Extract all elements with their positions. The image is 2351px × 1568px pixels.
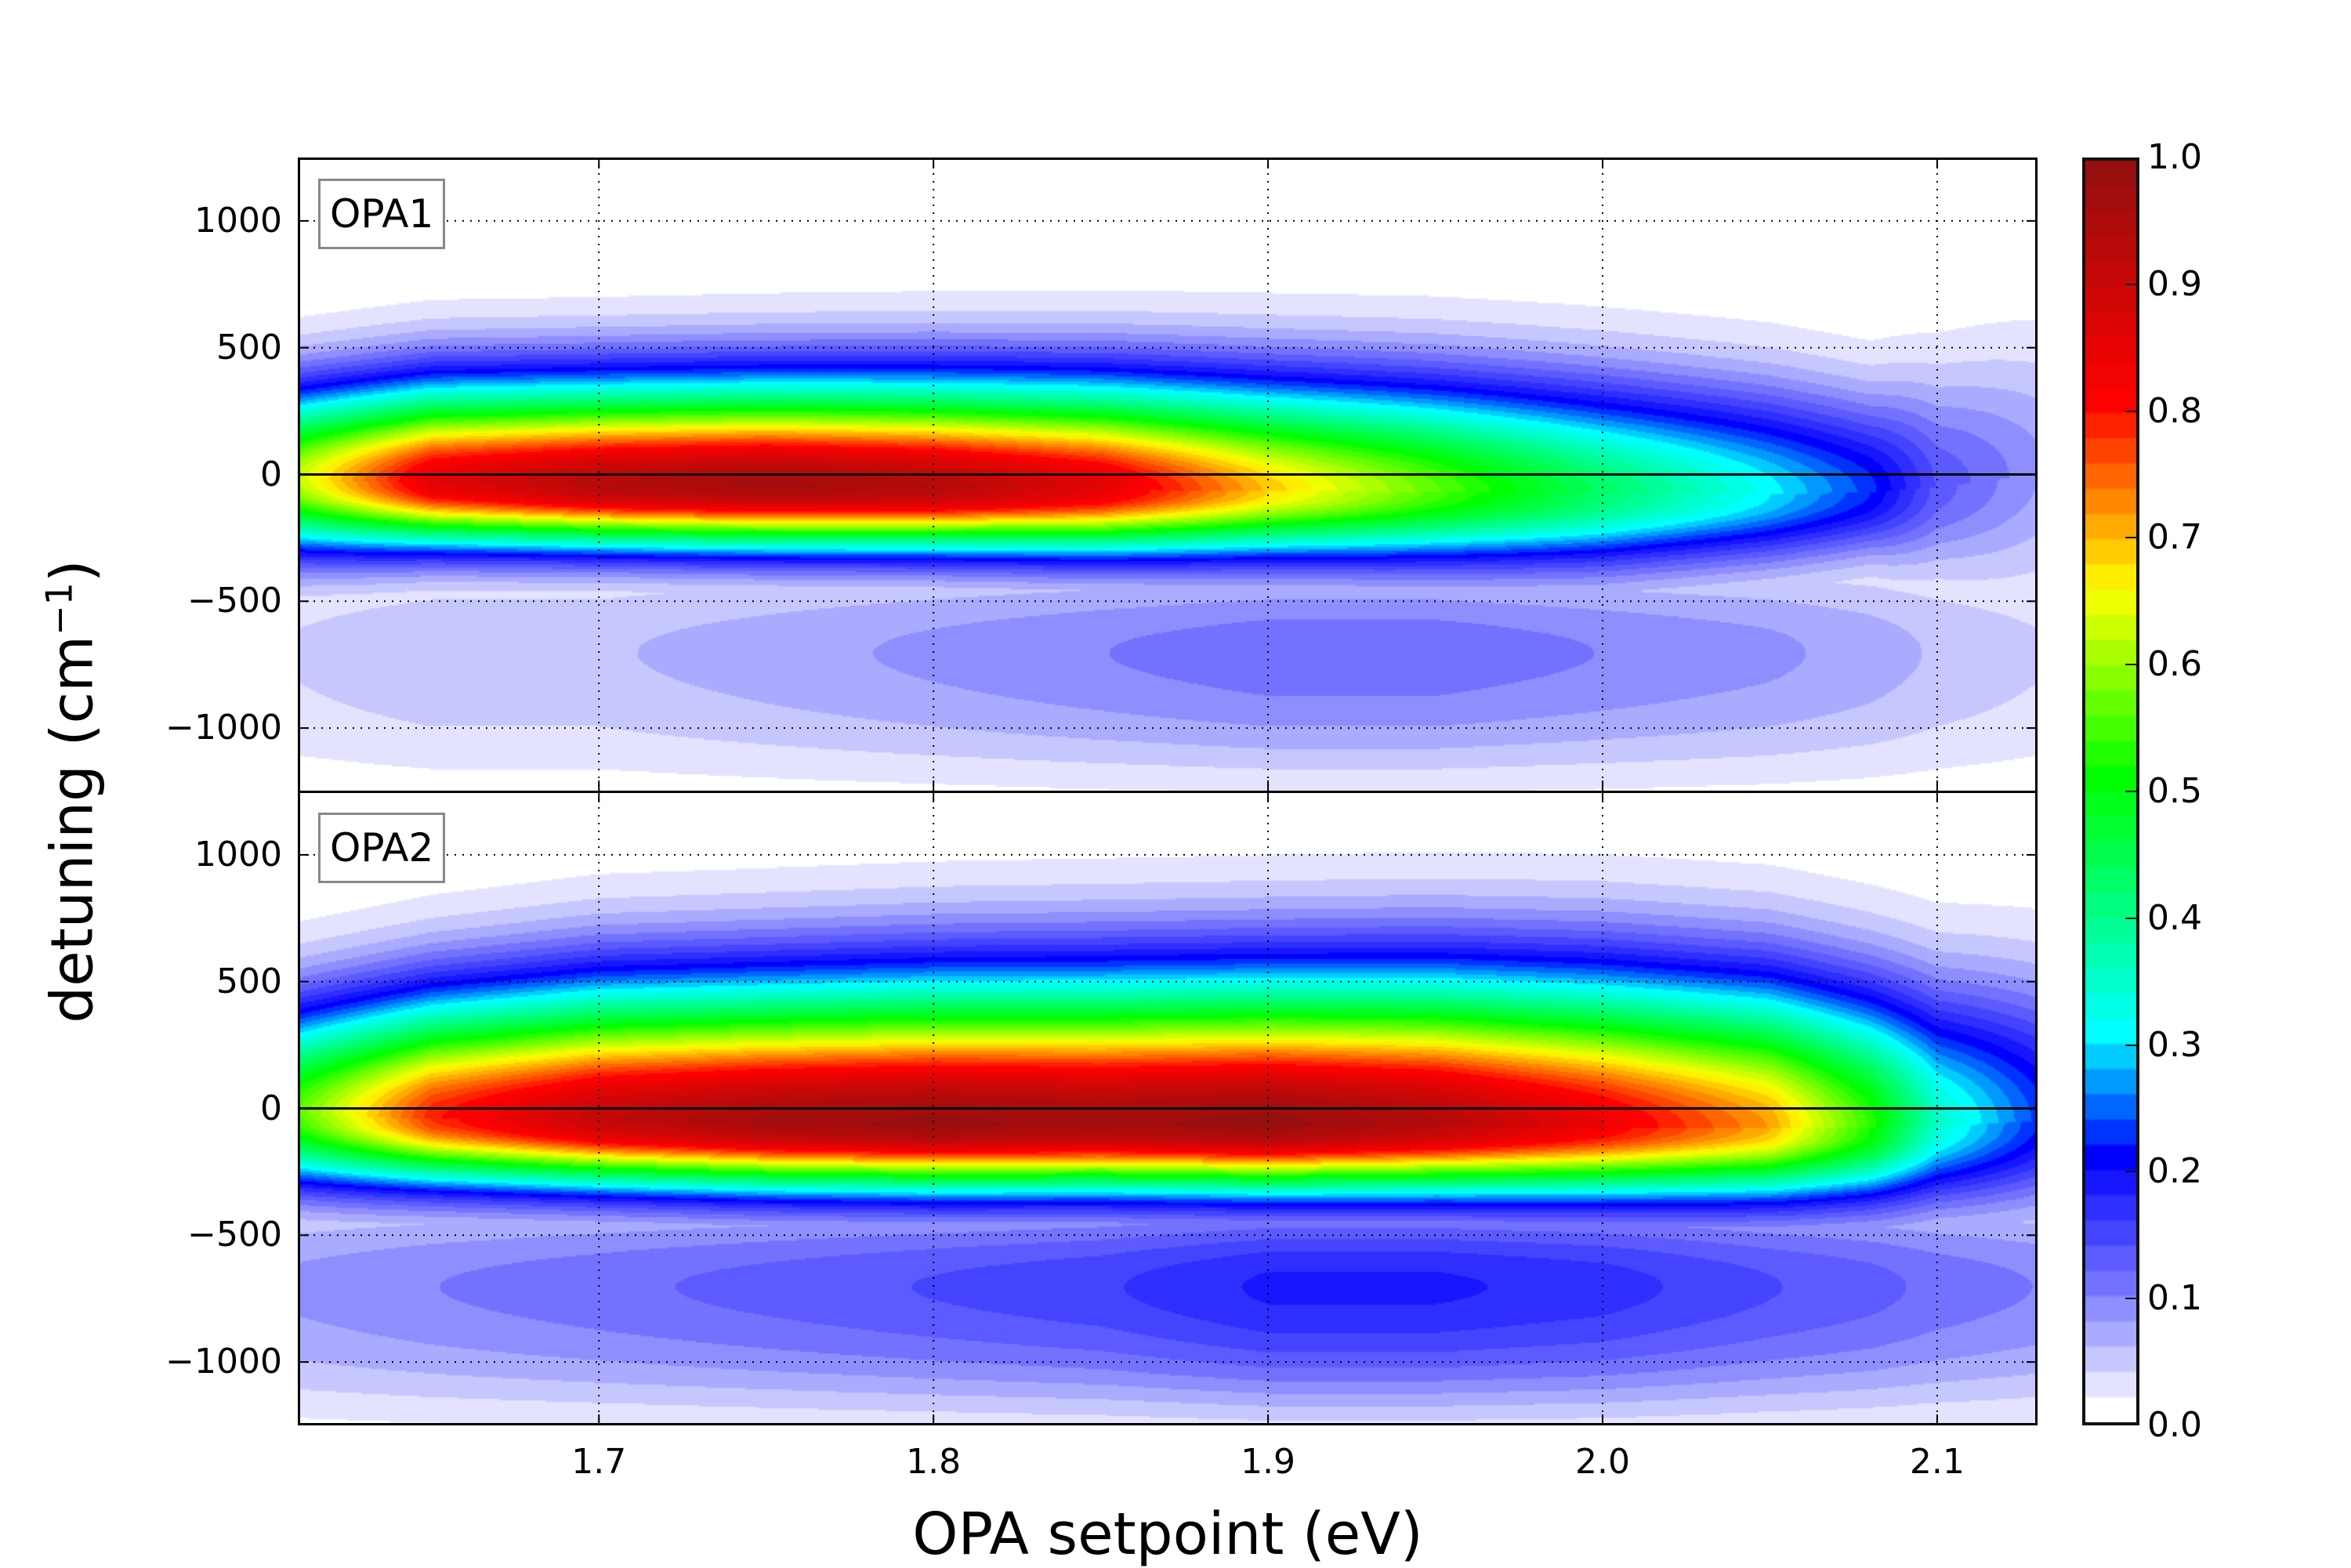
colorbar-tick-mark [2125,1044,2139,1046]
colorbar-tick-mark [2125,1298,2139,1300]
y-axis-label-superscript: −1 [38,582,81,636]
colorbar-tick-label: 0.6 [2147,644,2202,685]
colorbar-tick-label: 0.5 [2147,771,2202,811]
y-tick-label: 500 [216,327,282,368]
colorbar-tick-label: 1.0 [2147,137,2202,177]
y-axis-label: detuning (cm−1) [38,559,107,1023]
x-tick-label: 1.9 [1241,1442,1296,1482]
x-tick-label: 2.1 [1909,1442,1965,1482]
grid-opa2 [298,791,2038,1425]
colorbar-tick-label: 0.2 [2147,1151,2202,1192]
colorbar-tick-mark [2125,283,2139,285]
y-tick-label: −1000 [165,1342,282,1382]
y-tick-label: 1000 [194,834,282,875]
y-tick-label: 1000 [194,200,282,241]
colorbar-tick-label: 0.9 [2147,263,2202,304]
colorbar-tick-mark [2125,791,2139,792]
panel-label-opa1: OPA1 [318,179,446,249]
colorbar-tick-mark [2125,917,2139,919]
y-tick-label: −500 [187,1215,282,1255]
colorbar-tick-mark [2125,664,2139,666]
x-tick-label: 1.8 [906,1442,962,1482]
y-tick-label: −500 [187,581,282,621]
colorbar-tick-label: 0.3 [2147,1024,2202,1065]
panel-label-opa2: OPA2 [318,813,446,883]
colorbar-tick-mark [2125,537,2139,539]
colorbar-tick-mark [2125,1171,2139,1173]
y-tick-label: −1000 [165,708,282,748]
y-tick-label: 0 [260,454,282,494]
x-axis-label: OPA setpoint (eV) [912,1501,1423,1568]
y-axis-label-close: ) [38,559,107,583]
y-axis-label-text: detuning (cm [38,635,107,1023]
x-tick-label: 1.7 [571,1442,627,1482]
colorbar-tick-label: 0.8 [2147,390,2202,431]
y-tick-label: 0 [260,1088,282,1128]
colorbar-tick-label: 0.0 [2147,1405,2202,1445]
colorbar-tick-label: 0.1 [2147,1278,2202,1319]
grid-opa1 [298,158,2038,791]
colorbar-tick-mark [2125,410,2139,412]
y-tick-label: 500 [216,961,282,1001]
x-tick-label: 2.0 [1575,1442,1630,1482]
panel-divider [298,791,2038,793]
panel-opa1 [298,158,2038,791]
colorbar-tick-label: 0.4 [2147,897,2202,938]
panel-opa2 [298,791,2038,1425]
colorbar-tick-label: 0.7 [2147,517,2202,558]
